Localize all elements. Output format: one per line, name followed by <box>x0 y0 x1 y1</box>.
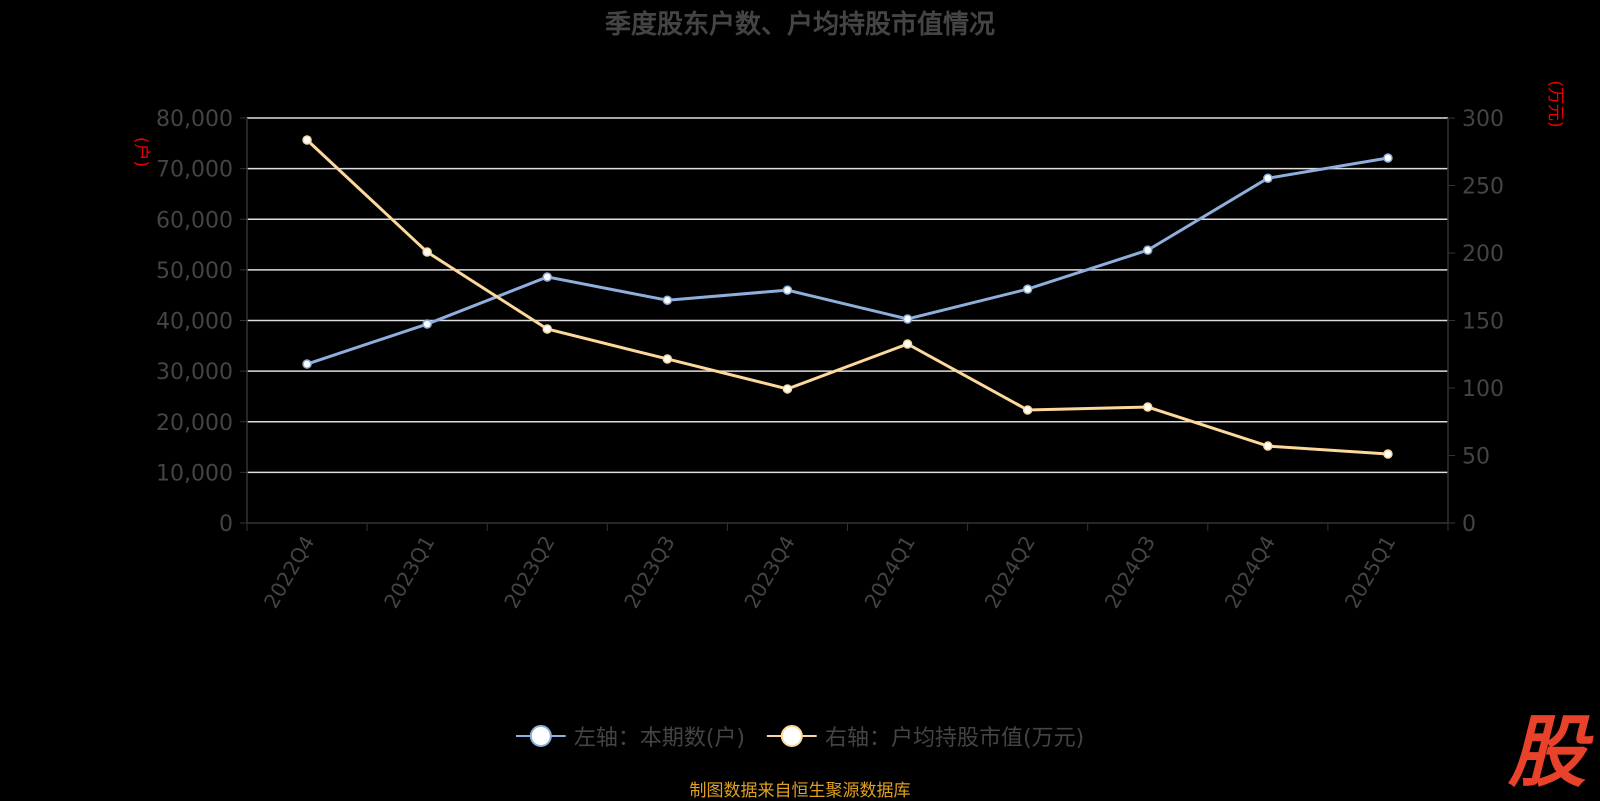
left-tick-label: 60,000 <box>156 208 233 233</box>
left-tick-label: 0 <box>219 512 233 537</box>
left-tick-label: 10,000 <box>156 461 233 486</box>
left-tick-label: 80,000 <box>156 107 233 132</box>
chart-title: 季度股东户数、户均持股市值情况 <box>604 10 996 40</box>
right-tick-label: 200 <box>1462 242 1504 267</box>
series-line-0 <box>306 156 1389 366</box>
data-point-1 <box>782 384 793 394</box>
data-point-0 <box>302 359 312 369</box>
left-tick-label: 70,000 <box>156 158 233 183</box>
legend-marker-left-icon <box>515 725 566 747</box>
legend-label-left: 左轴：本期数(户) <box>573 726 745 751</box>
data-point-0 <box>1263 173 1273 183</box>
data-point-1 <box>1143 402 1153 412</box>
data-point-0 <box>542 272 552 282</box>
x-tick-label: 2024Q1 <box>859 532 919 613</box>
left-axis-title: (户) <box>131 137 151 167</box>
data-point-0 <box>662 295 673 305</box>
legend-item-right[interactable]: 右轴：户均持股市值(万元) <box>767 720 1084 752</box>
x-tick-label: 2024Q2 <box>980 532 1040 613</box>
right-axis-title: (万元) <box>1545 80 1565 127</box>
data-point-0 <box>1383 153 1393 163</box>
right-tick-label: 150 <box>1462 310 1504 335</box>
data-point-1 <box>662 354 673 364</box>
data-point-0 <box>782 285 793 295</box>
series-line-1 <box>306 138 1389 456</box>
x-tick-label: 2022Q4 <box>259 532 319 613</box>
x-tick-label: 2025Q1 <box>1340 532 1400 613</box>
left-tick-label: 20,000 <box>156 411 233 436</box>
right-tick-label: 300 <box>1462 107 1504 132</box>
data-point-1 <box>1022 405 1033 415</box>
x-tick-label: 2023Q1 <box>379 532 439 613</box>
x-tick-label: 2023Q3 <box>619 532 679 613</box>
x-tick-label: 2023Q2 <box>499 532 559 613</box>
right-tick-label: 250 <box>1462 175 1504 200</box>
logo: 股 <box>1507 708 1586 798</box>
left-tick-label: 40,000 <box>156 310 233 335</box>
data-point-1 <box>542 324 552 334</box>
footer-source: 制图数据来自恒生聚源数据库 <box>689 781 911 801</box>
left-tick-label: 30,000 <box>156 360 233 385</box>
data-point-0 <box>1143 245 1153 255</box>
data-point-1 <box>902 339 913 349</box>
legend-marker-right-icon <box>767 725 817 747</box>
data-point-0 <box>1022 284 1033 294</box>
right-tick-label: 0 <box>1462 512 1476 537</box>
legend: 左轴：本期数(户) 右轴：户均持股市值(万元) <box>515 720 1084 752</box>
data-point-1 <box>422 247 432 257</box>
x-tick-label: 2024Q4 <box>1220 532 1280 613</box>
right-tick-label: 50 <box>1462 445 1490 470</box>
data-point-0 <box>902 314 913 324</box>
x-tick-label: 2023Q4 <box>739 532 799 613</box>
left-tick-label: 50,000 <box>156 259 233 284</box>
data-point-1 <box>302 135 312 145</box>
legend-item-left[interactable]: 左轴：本期数(户) <box>515 720 745 752</box>
right-tick-label: 100 <box>1462 377 1504 402</box>
data-point-1 <box>1263 441 1273 451</box>
data-point-1 <box>1383 449 1393 459</box>
x-tick-label: 2024Q3 <box>1100 532 1160 613</box>
legend-label-right: 右轴：户均持股市值(万元) <box>825 726 1085 751</box>
data-point-0 <box>422 319 432 329</box>
